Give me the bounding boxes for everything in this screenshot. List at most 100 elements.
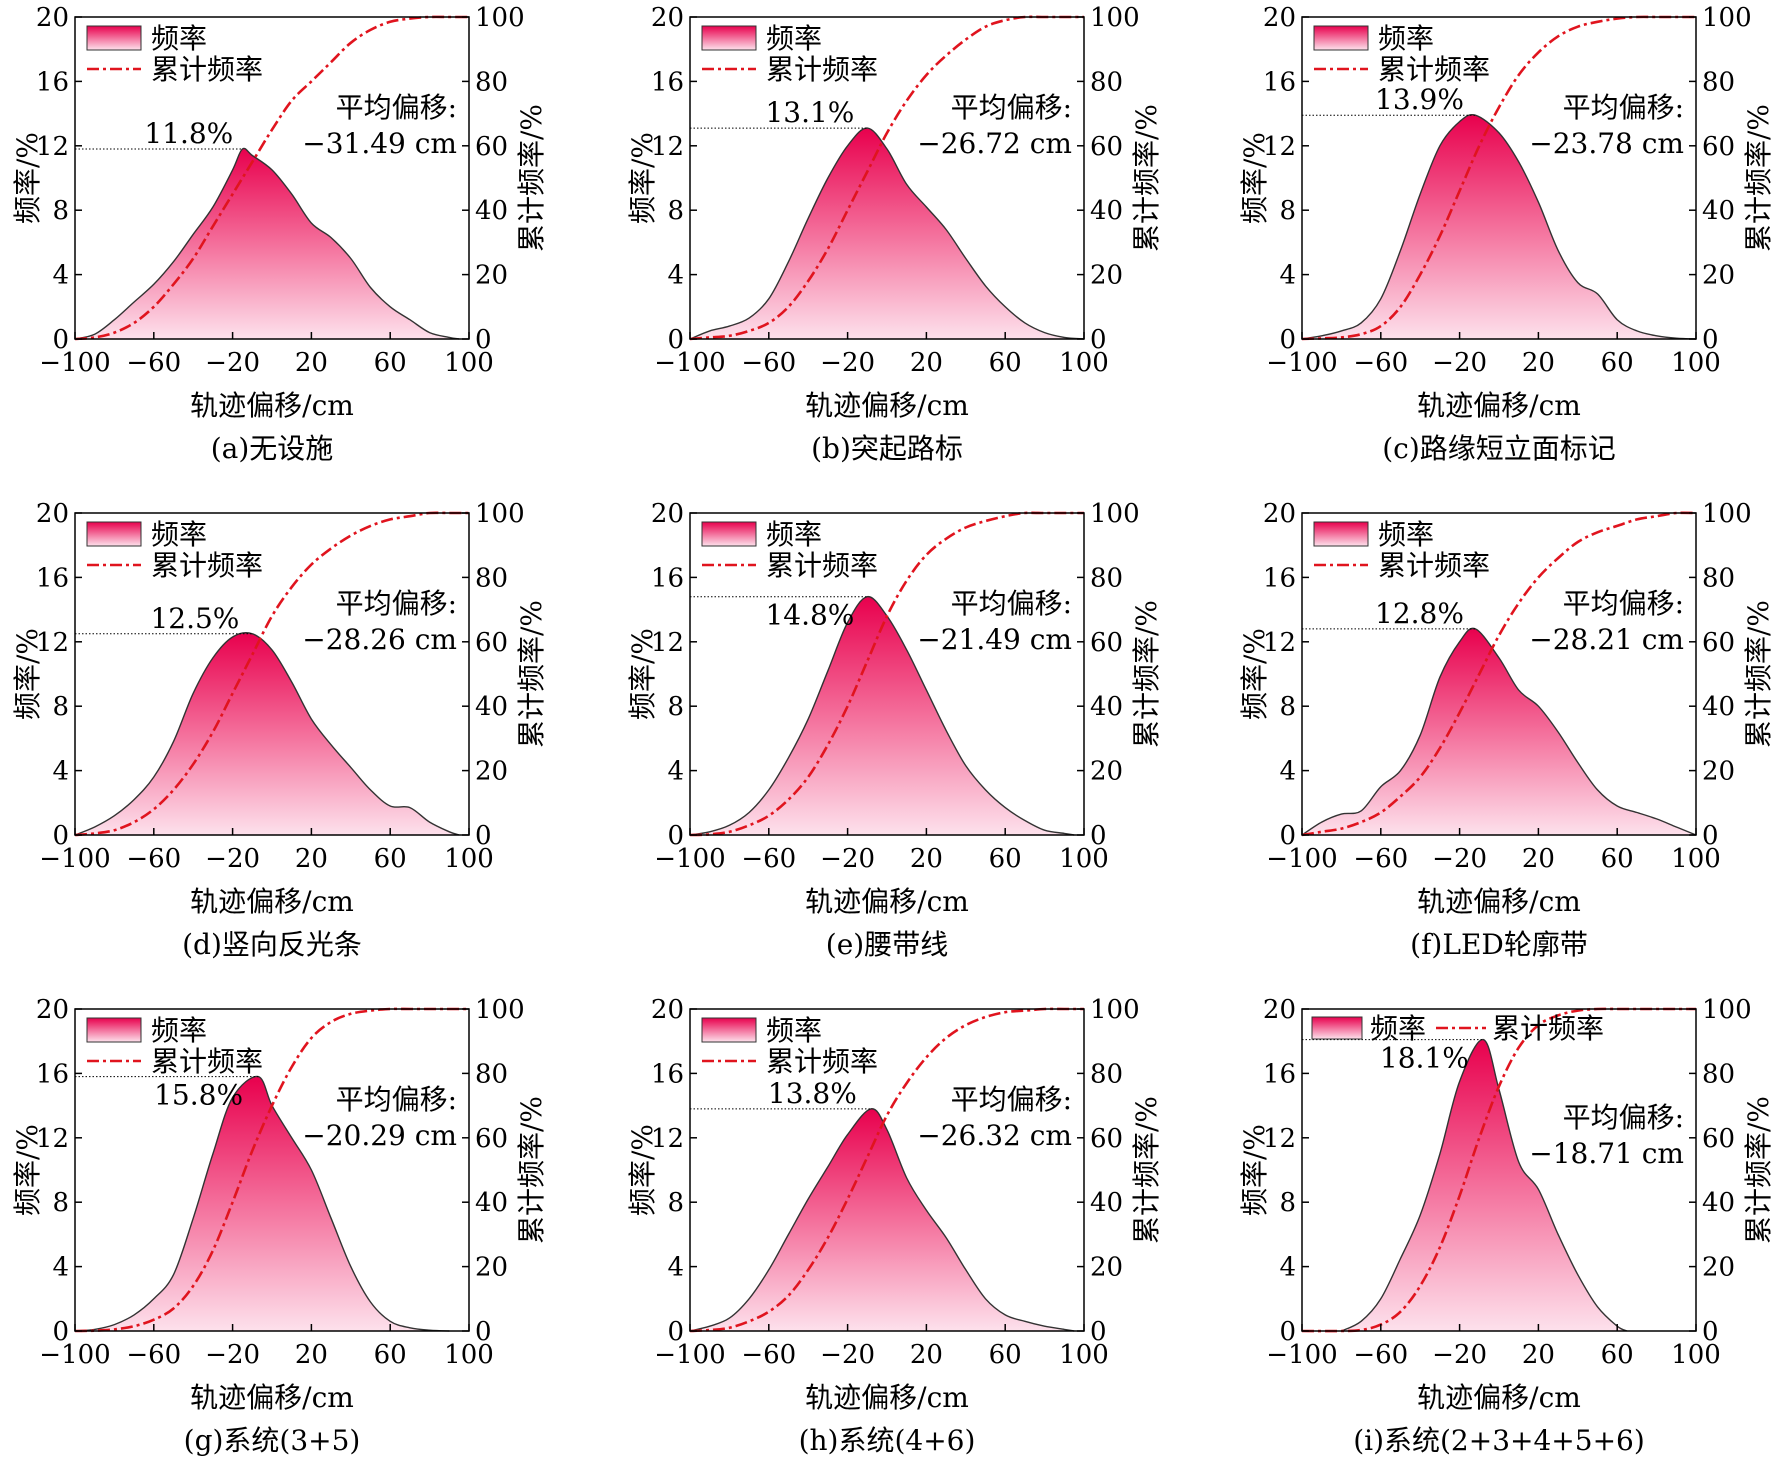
- x-axis-label: 轨迹偏移/cm: [805, 885, 969, 918]
- y-tick-label: 12: [651, 628, 684, 658]
- x-tick-label: −100: [39, 348, 110, 378]
- legend-label-frequency: 频率: [1378, 518, 1434, 551]
- y-tick-label: 4: [667, 261, 684, 291]
- legend-swatch-frequency: [1313, 521, 1369, 547]
- mean-offset-label: 平均偏移:: [951, 91, 1072, 124]
- y2-tick-label: 0: [1702, 325, 1719, 355]
- legend-label-frequency: 频率: [151, 22, 207, 55]
- mean-offset-label: 平均偏移:: [1563, 1101, 1684, 1134]
- x-tick-label: −100: [654, 844, 725, 874]
- x-tick-label: 100: [444, 1340, 494, 1370]
- x-tick-label: 60: [989, 1340, 1022, 1370]
- y-axis-label: 频率/%: [1238, 1124, 1271, 1216]
- x-tick-label: −100: [654, 348, 725, 378]
- y2-tick-label: 20: [1702, 757, 1735, 787]
- y-tick-label: 16: [651, 563, 684, 593]
- legend-label-cumulative: 累计频率: [766, 549, 878, 582]
- y-tick-label: 20: [1263, 3, 1296, 33]
- plot-frame: [689, 512, 1085, 836]
- x-tick-label: −60: [741, 844, 796, 874]
- y-tick-label: 16: [651, 1059, 684, 1089]
- y-tick-label: 0: [1279, 821, 1296, 851]
- legend-swatch-frequency: [701, 1017, 757, 1043]
- frequency-area: [75, 148, 460, 339]
- plot-frame: [74, 1008, 470, 1332]
- chart-panel: 13.8% 0 4 8 12 16 20 0 20 40 60 80 100 −100 −60 −20 20 60…: [626, 995, 1163, 1457]
- y2-axis-label: 累计频率/%: [1130, 1096, 1163, 1244]
- x-tick-label: 60: [1601, 1340, 1634, 1370]
- x-tick-label: 60: [989, 348, 1022, 378]
- frequency-outline: [689, 1108, 1075, 1332]
- x-tick-label: 100: [1059, 844, 1109, 874]
- y-tick-label: 0: [667, 1317, 684, 1347]
- x-axis-label: 轨迹偏移/cm: [805, 389, 969, 422]
- x-tick-label: −60: [1353, 348, 1408, 378]
- frequency-area: [690, 596, 1075, 835]
- panel-caption: (h)系统(4+6): [799, 1424, 976, 1457]
- x-tick-label: 60: [989, 844, 1022, 874]
- plot-frame: [689, 16, 1085, 340]
- frequency-outline: [1341, 1038, 1628, 1332]
- y-axis-label: 频率/%: [11, 132, 44, 224]
- legend-label-cumulative: 累计频率: [766, 53, 878, 86]
- legend-label-cumulative: 累计频率: [1492, 1012, 1604, 1045]
- legend-label-frequency: 频率: [1370, 1012, 1426, 1045]
- y-tick-label: 20: [651, 3, 684, 33]
- y2-tick-label: 60: [475, 1124, 508, 1154]
- x-tick-label: 20: [910, 348, 943, 378]
- chart-panel: 18.1% 0 4 8 12 16 20 0 20 40 60 80 100 −100 −60 −20 20 60…: [1238, 995, 1775, 1457]
- y2-tick-label: 40: [1702, 1188, 1735, 1218]
- y2-axis-label: 累计频率/%: [1130, 104, 1163, 252]
- legend-label-frequency: 频率: [1378, 22, 1434, 55]
- y-tick-label: 16: [36, 67, 69, 97]
- x-tick-label: −20: [820, 1340, 875, 1370]
- frequency-outline: [74, 147, 460, 340]
- frequency-outline: [689, 127, 1085, 340]
- y2-tick-label: 100: [475, 995, 525, 1025]
- y2-tick-label: 0: [475, 325, 492, 355]
- x-tick-label: −60: [1353, 1340, 1408, 1370]
- y-tick-label: 4: [667, 757, 684, 787]
- y2-axis-label: 累计频率/%: [1742, 1096, 1775, 1244]
- y2-axis-label: 累计频率/%: [1130, 600, 1163, 748]
- x-tick-label: 100: [444, 844, 494, 874]
- x-tick-label: −20: [205, 1340, 260, 1370]
- y-tick-label: 12: [36, 1124, 69, 1154]
- legend-label-frequency: 频率: [766, 518, 822, 551]
- panel-caption: (d)竖向反光条: [182, 928, 362, 961]
- peak-label: 11.8%: [144, 117, 233, 150]
- plot-frame: [74, 16, 470, 340]
- frequency-area: [1302, 628, 1696, 835]
- y-tick-label: 12: [36, 132, 69, 162]
- x-tick-label: −100: [654, 1340, 725, 1370]
- peak-label: 13.8%: [768, 1077, 857, 1110]
- x-tick-label: 100: [444, 348, 494, 378]
- legend-label-cumulative: 累计频率: [151, 1045, 263, 1078]
- mean-offset-value: −28.26 cm: [302, 623, 457, 656]
- y2-tick-label: 0: [1090, 821, 1107, 851]
- y2-tick-label: 20: [475, 261, 508, 291]
- chart-panel: 15.8% 0 4 8 12 16 20 0 20 40 60 80 100 −100 −60 −20 20 60…: [11, 995, 548, 1457]
- y-tick-label: 12: [1263, 1124, 1296, 1154]
- x-tick-label: −20: [1432, 348, 1487, 378]
- x-tick-label: 20: [1522, 1340, 1555, 1370]
- y-tick-label: 20: [36, 3, 69, 33]
- panel-caption: (c)路缘短立面标记: [1382, 432, 1616, 465]
- plot-frame: [74, 512, 470, 836]
- y2-tick-label: 80: [1702, 1059, 1735, 1089]
- y-tick-label: 20: [651, 995, 684, 1025]
- peak-label: 12.8%: [1375, 597, 1464, 630]
- x-axis-label: 轨迹偏移/cm: [190, 1381, 354, 1414]
- x-tick-label: −20: [1432, 1340, 1487, 1370]
- y-axis-label: 频率/%: [1238, 628, 1271, 720]
- mean-offset-label: 平均偏移:: [336, 91, 457, 124]
- x-tick-label: −20: [820, 844, 875, 874]
- legend-swatch-frequency: [701, 521, 757, 547]
- chart-panel: 11.8% 0 4 8 12 16 20 0 20 40 60 80 100 −100 −60 −20 20 60…: [11, 3, 548, 465]
- y2-tick-label: 20: [475, 757, 508, 787]
